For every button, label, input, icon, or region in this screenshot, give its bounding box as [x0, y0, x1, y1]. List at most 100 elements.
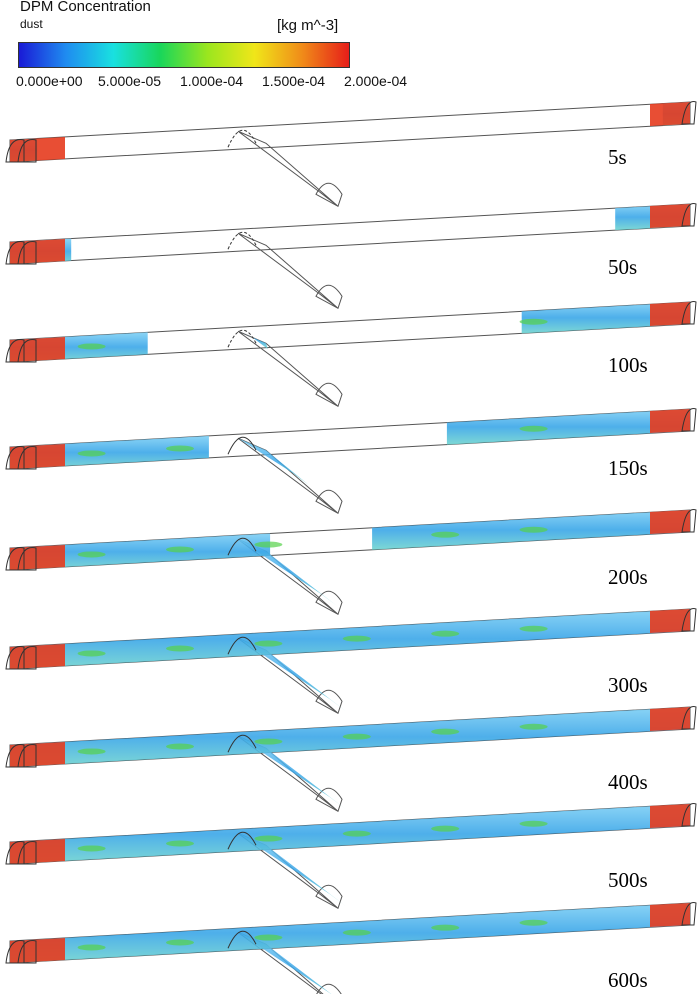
legend-subtitle: dust	[20, 17, 43, 31]
junction-arch	[227, 329, 257, 348]
concentration-streak	[342, 929, 371, 936]
legend-unit: [kg m^-3]	[277, 17, 339, 34]
concentration-streak	[166, 645, 194, 652]
concentration-streak	[519, 723, 548, 730]
time-label-600s: 600s	[608, 968, 648, 992]
concentration-streak	[166, 445, 194, 452]
right-end-arch	[681, 607, 697, 632]
concentration-streak	[519, 625, 548, 632]
junction-arch	[227, 930, 257, 949]
junction-arch	[227, 231, 257, 250]
left-end-arch-2	[17, 338, 37, 363]
right-end-arch	[681, 300, 697, 325]
left-end-arch	[5, 645, 25, 670]
concentration-streak	[254, 640, 283, 647]
time-label-150s: 150s	[608, 456, 648, 480]
branch-dust	[238, 331, 268, 350]
right-face-hotspot	[650, 609, 690, 633]
right-face-hotspot	[650, 102, 690, 126]
concentration-streak	[342, 733, 371, 740]
concentration-streak	[519, 919, 548, 926]
snapshot-50s	[5, 202, 697, 309]
concentration-streak	[254, 738, 283, 745]
branch-end-arch	[315, 182, 343, 207]
left-end-arch-2	[17, 138, 37, 163]
snapshot-300s	[5, 607, 697, 714]
snapshot-400s	[5, 705, 697, 812]
time-label-300s: 300s	[608, 673, 648, 697]
right-face-hotspot	[650, 903, 690, 927]
snapshot-150s	[5, 407, 697, 514]
concentration-streak	[431, 531, 460, 538]
concentration-streak	[166, 743, 194, 750]
left-end-arch	[5, 546, 25, 571]
time-label-200s: 200s	[608, 565, 648, 589]
branch-end-arch	[315, 787, 343, 812]
right-face-hotspot	[650, 409, 690, 433]
left-end-arch	[5, 939, 25, 964]
junction-arch	[227, 129, 257, 148]
junction-arch	[227, 636, 257, 655]
concentration-streak	[342, 830, 371, 837]
concentration-streak	[166, 840, 194, 847]
concentration-streak	[77, 450, 106, 457]
colorbar-tick-1: 5.000e-05	[98, 73, 162, 89]
concentration-streak	[77, 845, 106, 852]
snapshot-500s	[5, 802, 697, 909]
right-end-arch	[681, 802, 697, 827]
branch-end-arch	[315, 884, 343, 909]
colorbar-tick-4: 2.000e-04	[344, 73, 408, 89]
branch-end-arch	[316, 983, 342, 994]
main-tunnel-outline	[9, 203, 691, 265]
main-dust-left	[10, 533, 271, 570]
snapshot-200s	[5, 508, 697, 615]
concentration-streak	[77, 551, 106, 558]
branch-tunnel-outline	[237, 232, 339, 309]
branch-end-arch	[315, 489, 343, 514]
concentration-streak	[431, 728, 460, 735]
left-end-arch-2	[17, 546, 37, 571]
left-end-arch-2	[17, 645, 37, 670]
concentration-streak	[166, 546, 194, 553]
time-label-500s: 500s	[608, 868, 648, 892]
concentration-streak	[431, 825, 460, 832]
snapshot-600s	[5, 901, 697, 994]
right-end-arch	[681, 407, 697, 432]
left-end-arch	[5, 138, 25, 163]
left-end-arch	[5, 338, 25, 363]
snapshot-100s	[5, 300, 697, 407]
concentration-streak	[431, 924, 460, 931]
colorbar-tick-3: 1.500e-04	[262, 73, 326, 89]
left-end-arch-2	[17, 939, 37, 964]
right-end-arch	[681, 202, 697, 227]
concentration-streak	[254, 835, 283, 842]
time-label-5s: 5s	[608, 145, 627, 169]
concentration-streak	[519, 526, 548, 533]
time-label-50s: 50s	[608, 255, 638, 279]
colorbar-tick-2: 1.000e-04	[180, 73, 244, 89]
right-face-hotspot	[650, 510, 690, 534]
legend-title: DPM Concentration	[20, 0, 151, 15]
right-face-hotspot	[650, 204, 690, 228]
time-label-400s: 400s	[608, 770, 648, 794]
left-end-arch-2	[17, 240, 37, 265]
branch-end-arch	[315, 689, 343, 714]
main-dust-right	[446, 409, 690, 445]
main-tunnel-outline	[9, 101, 691, 163]
concentration-streak	[77, 944, 106, 951]
concentration-streak	[77, 748, 106, 755]
colorbar	[18, 42, 350, 68]
left-end-arch	[5, 240, 25, 265]
right-face-hotspot	[650, 302, 690, 326]
right-end-arch	[681, 508, 697, 533]
concentration-streak	[77, 343, 106, 350]
concentration-streak	[519, 425, 548, 432]
colorbar-tick-0: 0.000e+00	[16, 73, 83, 89]
branch-tunnel-outline	[237, 437, 339, 514]
branch-tunnel-outline	[237, 130, 339, 207]
junction-arch	[227, 537, 257, 556]
branch-end-arch	[315, 284, 343, 309]
branch-end-arch	[315, 382, 343, 407]
right-end-arch	[681, 705, 697, 730]
